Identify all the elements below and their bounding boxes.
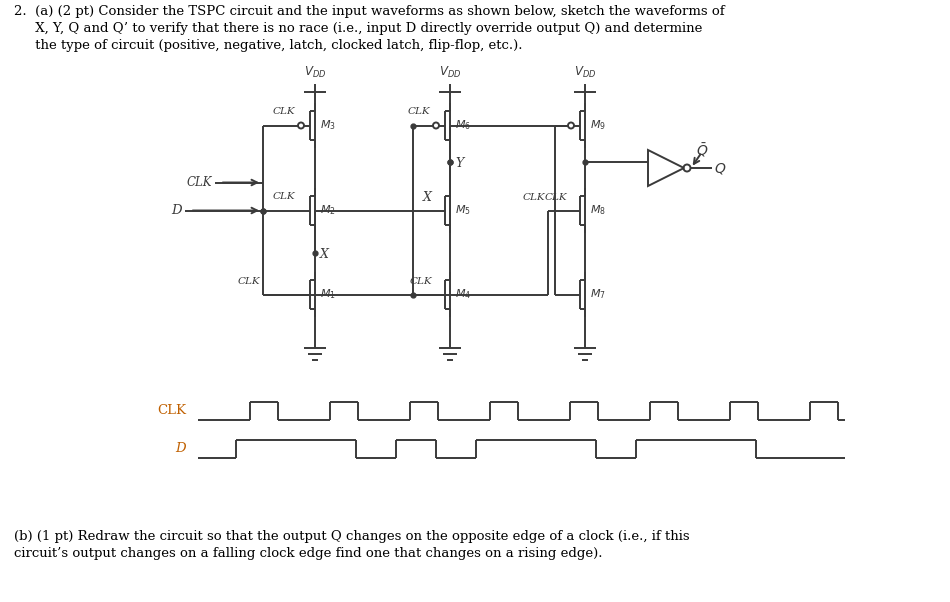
Text: D: D: [176, 442, 186, 456]
Text: CLK: CLK: [157, 405, 186, 418]
Text: CLK: CLK: [522, 193, 545, 202]
Text: $M_4$: $M_4$: [455, 288, 471, 302]
Text: $M_5$: $M_5$: [455, 203, 471, 217]
Text: $V_{DD}$: $V_{DD}$: [439, 65, 461, 80]
Text: $M_1$: $M_1$: [320, 288, 336, 302]
Text: $M_6$: $M_6$: [455, 119, 471, 132]
Text: X: X: [423, 191, 432, 204]
Text: $V_{DD}$: $V_{DD}$: [574, 65, 597, 80]
Text: CLK: CLK: [273, 107, 295, 116]
Text: $V_{DD}$: $V_{DD}$: [304, 65, 326, 80]
Text: $M_9$: $M_9$: [590, 119, 606, 132]
Text: 2.  (a) (2 pt) Consider the TSPC circuit and the input waveforms as shown below,: 2. (a) (2 pt) Consider the TSPC circuit …: [14, 5, 725, 52]
Text: CLK: CLK: [409, 277, 432, 286]
Text: D: D: [171, 204, 182, 217]
Text: CLK: CLK: [186, 176, 212, 189]
Text: CLK: CLK: [408, 107, 430, 116]
Text: $M_7$: $M_7$: [590, 288, 606, 302]
Text: CLK: CLK: [238, 277, 260, 286]
Text: $M_2$: $M_2$: [320, 203, 335, 217]
Text: $M_3$: $M_3$: [320, 119, 336, 132]
Text: CLK: CLK: [273, 192, 295, 201]
Text: $M_8$: $M_8$: [590, 203, 606, 217]
Text: $\bar{Q}$: $\bar{Q}$: [696, 141, 709, 159]
Text: $Q$: $Q$: [714, 161, 727, 176]
Text: X: X: [320, 248, 329, 261]
Text: (b) (1 pt) Redraw the circuit so that the output Q changes on the opposite edge : (b) (1 pt) Redraw the circuit so that th…: [14, 530, 690, 560]
Text: CLK: CLK: [544, 193, 567, 202]
Text: Y: Y: [455, 157, 464, 170]
